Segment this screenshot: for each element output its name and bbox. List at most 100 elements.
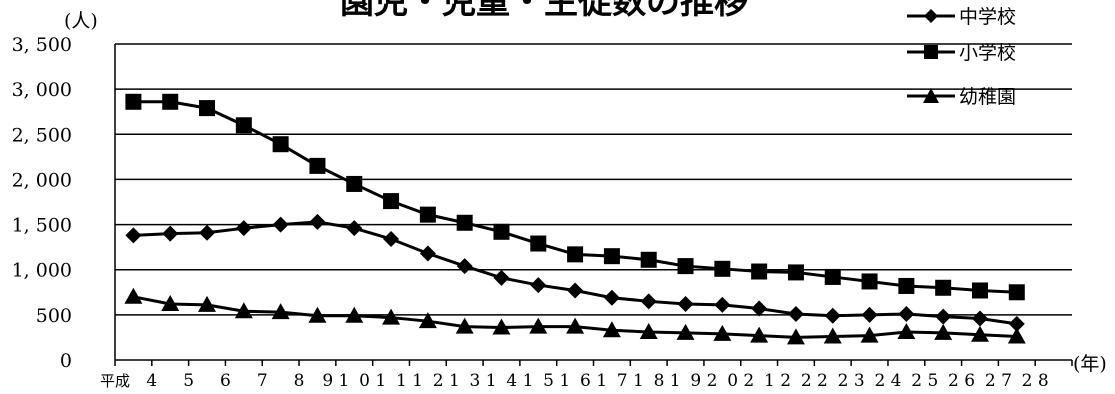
data-point (751, 300, 768, 317)
x-tick-label: 2 8 (1022, 371, 1049, 391)
x-tick-label: 1 1 (396, 371, 423, 391)
x-tick-label: 0 1 (359, 371, 386, 391)
data-point (419, 245, 436, 262)
data-point (308, 306, 327, 323)
data-point (199, 224, 216, 241)
data-point (970, 325, 989, 342)
x-tick-label: 7 1 (617, 371, 644, 391)
data-point (824, 307, 841, 324)
data-point (199, 100, 216, 117)
data-point (162, 93, 179, 110)
x-tick-label: 9 1 (322, 371, 349, 391)
data-point (897, 323, 916, 340)
y-tick-label: 3, 500 (12, 34, 72, 56)
x-tick-label: 2 3 (838, 371, 865, 391)
data-point (530, 235, 547, 252)
data-point (602, 321, 621, 338)
data-point (971, 282, 988, 299)
data-point (640, 293, 657, 310)
data-point (676, 323, 695, 340)
triangle-marker-icon (907, 88, 955, 103)
data-point (271, 303, 290, 320)
data-point (639, 323, 658, 340)
diamond-marker-icon (907, 9, 955, 23)
data-point (861, 273, 878, 290)
y-tick-label: 3, 000 (12, 79, 72, 101)
data-point (309, 213, 326, 230)
y-tick-label: 2, 500 (12, 124, 72, 146)
x-tick-label: 8 1 (654, 371, 681, 391)
data-point (493, 223, 510, 240)
data-point (823, 327, 842, 344)
data-point (935, 279, 952, 296)
data-point (566, 317, 585, 334)
x-tick-label: 4 (146, 371, 157, 391)
y-tick-label: 0 (60, 350, 72, 372)
data-point (492, 318, 511, 335)
data-point (567, 282, 584, 299)
data-point (455, 317, 474, 334)
data-point (1007, 327, 1026, 344)
x-tick-label: 6 1 (580, 371, 607, 391)
data-point (1008, 284, 1025, 301)
series-line (133, 100, 1017, 294)
data-point (898, 277, 915, 294)
data-point (124, 287, 143, 304)
x-tick-label: 2 4 (874, 371, 901, 391)
x-tick-label: 4 1 (506, 371, 533, 391)
data-point (714, 260, 731, 277)
data-point (677, 296, 694, 313)
data-point (125, 93, 142, 110)
y-axis-unit: (人) (64, 10, 98, 32)
data-point (640, 251, 657, 268)
data-point (861, 306, 878, 323)
data-point (750, 326, 769, 343)
data-point (493, 269, 510, 286)
data-point (162, 225, 179, 242)
y-tick-label: 1, 500 (12, 215, 72, 237)
data-point (786, 328, 805, 345)
y-tick-label: 2, 000 (12, 169, 72, 191)
data-point (898, 305, 915, 322)
chart-title: 園児・児童・生徒数の推移 (340, 0, 748, 22)
y-tick-label: 1, 000 (12, 260, 72, 282)
x-tick-label: 2 6 (948, 371, 975, 391)
data-point (603, 248, 620, 265)
data-point (383, 193, 400, 210)
data-point (714, 296, 731, 313)
data-point (235, 220, 252, 237)
x-tick-label: 5 (183, 371, 194, 391)
data-point (935, 308, 952, 325)
data-point (787, 264, 804, 281)
x-tick-label: 7 (257, 371, 268, 391)
data-point (456, 214, 473, 231)
x-tick-label: 5 1 (543, 371, 570, 391)
data-point (272, 136, 289, 153)
legend-label: 幼稚園 (959, 86, 1017, 108)
square-marker-icon (907, 45, 955, 59)
data-point (125, 227, 142, 244)
data-point (677, 258, 694, 275)
x-tick-label: 2 5 (911, 371, 938, 391)
x-tick-label: 8 (294, 371, 305, 391)
data-point (235, 117, 252, 134)
data-point (309, 157, 326, 174)
data-point (824, 268, 841, 285)
data-point (860, 326, 879, 343)
x-tick-label: 2 1 (433, 371, 460, 391)
x-tick-label: 2 2 (801, 371, 828, 391)
data-point (529, 317, 548, 334)
data-point (971, 310, 988, 327)
data-point (530, 277, 547, 294)
x-tick-label: 1 2 (764, 371, 791, 391)
x-tick-label: 6 (220, 371, 231, 391)
data-point (346, 220, 363, 237)
data-point (751, 263, 768, 280)
x-tick-label: 平成 (100, 372, 130, 390)
data-point (787, 305, 804, 322)
x-tick-label: 9 2 (690, 371, 717, 391)
series-line (133, 220, 1018, 326)
data-point (234, 302, 253, 319)
data-point (161, 295, 180, 312)
